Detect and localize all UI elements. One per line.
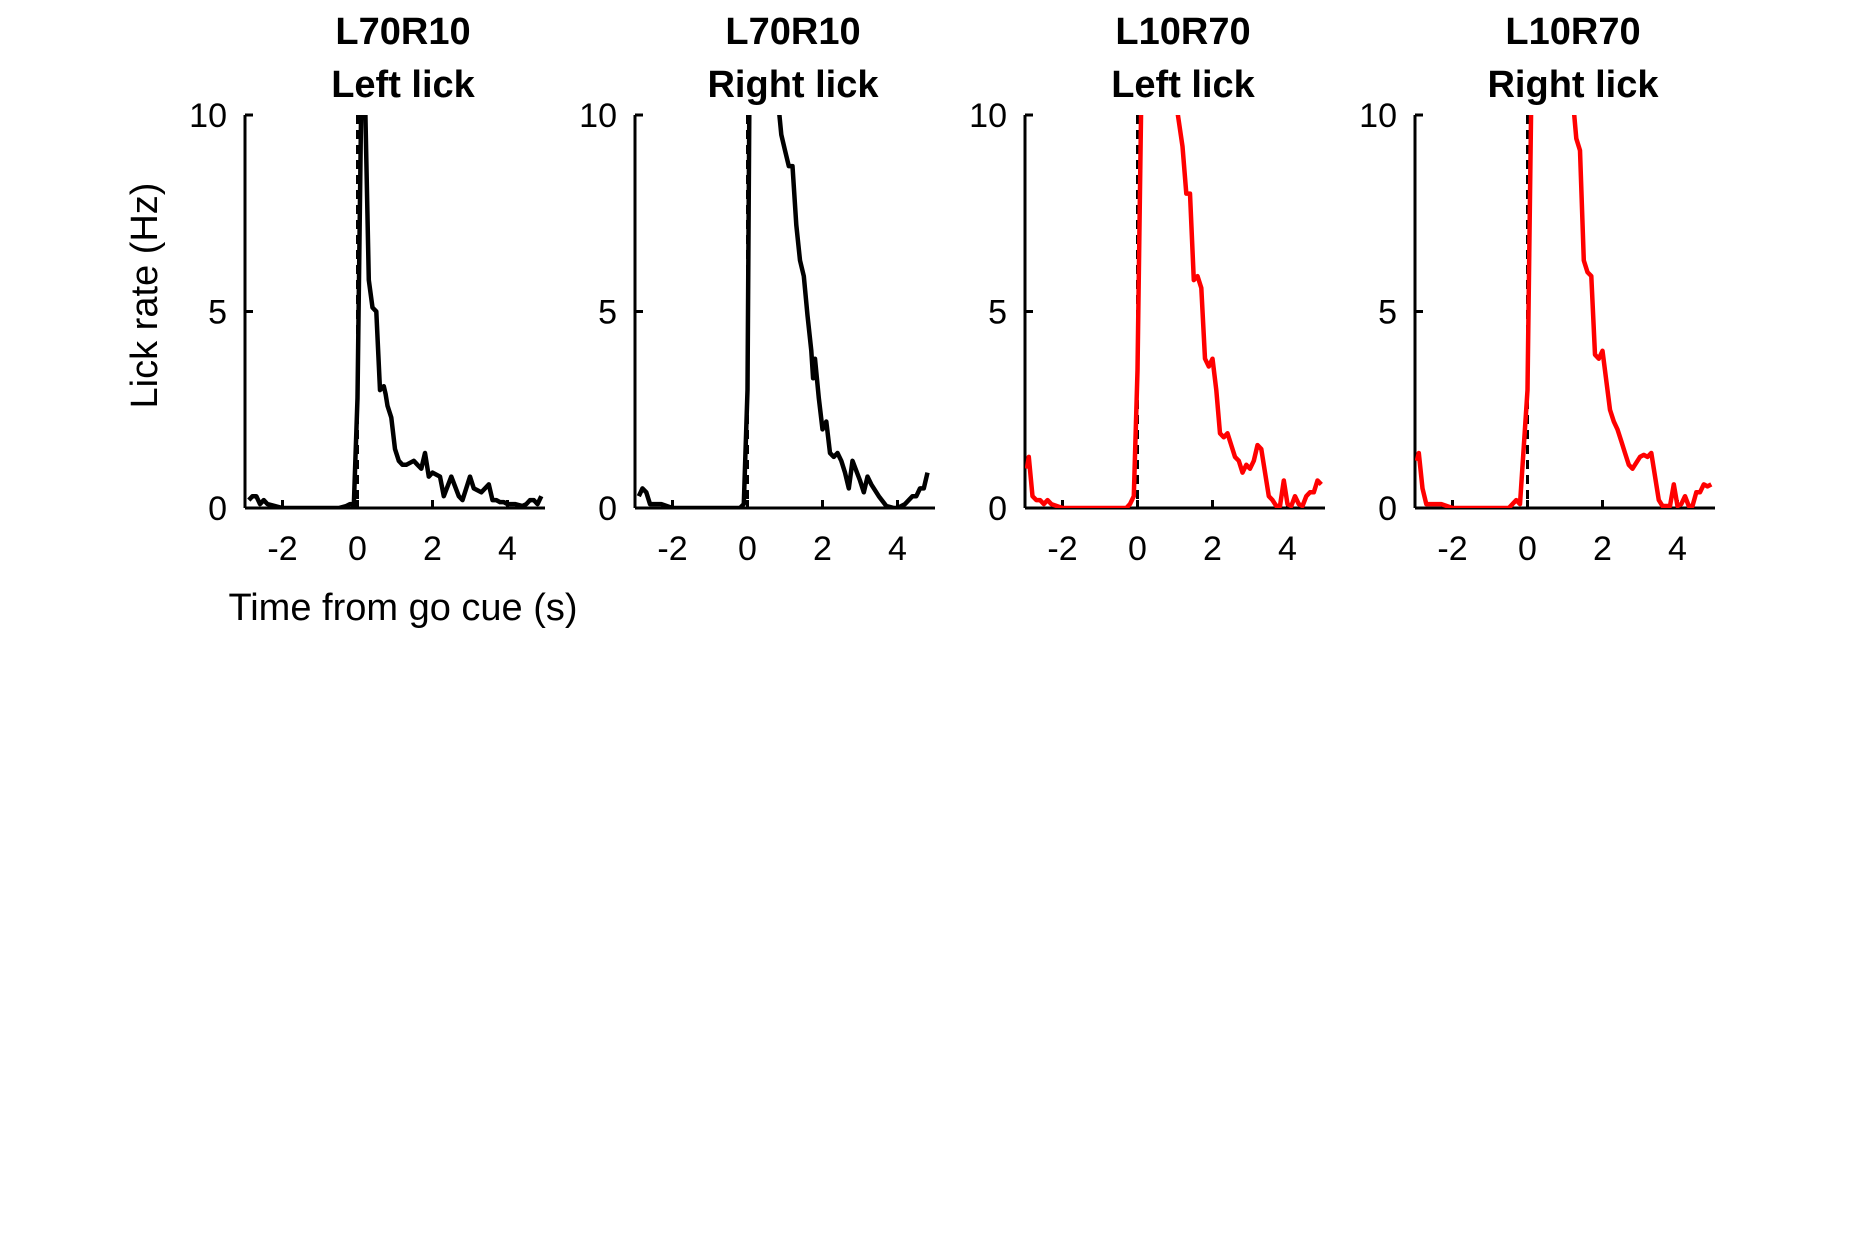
panel-title-line1: L10R70 bbox=[1115, 11, 1250, 53]
y-tick-label: 0 bbox=[1378, 490, 1397, 528]
x-tick-label: 0 bbox=[738, 530, 757, 568]
x-tick-label: 4 bbox=[1278, 530, 1297, 568]
x-tick-label: -2 bbox=[1437, 530, 1467, 568]
y-tick-label: 10 bbox=[969, 97, 1007, 135]
lick-rate-line bbox=[247, 115, 544, 508]
lick-rate-line bbox=[1415, 115, 1713, 508]
panel-4: L10R70 Right lick 0 5 10 -2 0 2 4 bbox=[1359, 11, 1715, 568]
panel-2: L70R10 Right lick 0 5 10 -2 0 2 4 bbox=[579, 11, 935, 568]
x-tick-label: -2 bbox=[267, 530, 297, 568]
lick-rate-line bbox=[1025, 115, 1323, 508]
x-tick-label: 4 bbox=[498, 530, 517, 568]
panel-title-line2: Right lick bbox=[1487, 64, 1659, 106]
x-tick-label: 2 bbox=[1203, 530, 1222, 568]
y-tick-label: 0 bbox=[598, 490, 617, 528]
x-tick-label: 4 bbox=[888, 530, 907, 568]
panel-title-line2: Left lick bbox=[1111, 64, 1255, 106]
y-tick-label: 0 bbox=[208, 490, 227, 528]
lick-rate-line bbox=[636, 115, 930, 508]
x-tick-label: 0 bbox=[348, 530, 367, 568]
panel-title-line1: L70R10 bbox=[335, 11, 470, 53]
x-tick-label: 0 bbox=[1128, 530, 1147, 568]
x-tick-label: 2 bbox=[423, 530, 442, 568]
x-tick-label: -2 bbox=[1047, 530, 1077, 568]
panel-title-line2: Right lick bbox=[707, 64, 879, 106]
y-axis-label: Lick rate (Hz) bbox=[124, 183, 166, 409]
x-tick-label: 0 bbox=[1518, 530, 1537, 568]
y-tick-label: 5 bbox=[208, 294, 227, 332]
y-tick-label: 5 bbox=[1378, 294, 1397, 332]
panel-1: L70R10 Left lick 0 5 10 -2 0 2 4 Lick rate (Hz) Ti… bbox=[124, 11, 578, 629]
y-tick-label: 10 bbox=[579, 97, 617, 135]
panel-3: L10R70 Left lick 0 5 10 -2 0 2 4 bbox=[969, 11, 1325, 568]
x-tick-label: 2 bbox=[1593, 530, 1612, 568]
y-tick-label: 5 bbox=[598, 294, 617, 332]
x-tick-label: -2 bbox=[657, 530, 687, 568]
y-tick-label: 0 bbox=[988, 490, 1007, 528]
panel-title-line1: L70R10 bbox=[725, 11, 860, 53]
x-tick-label: 2 bbox=[813, 530, 832, 568]
panel-title-line1: L10R70 bbox=[1505, 11, 1640, 53]
panel-title-line2: Left lick bbox=[331, 64, 475, 106]
x-axis-label: Time from go cue (s) bbox=[228, 587, 577, 629]
y-tick-label: 10 bbox=[1359, 97, 1397, 135]
y-tick-label: 10 bbox=[189, 97, 227, 135]
x-tick-label: 4 bbox=[1668, 530, 1687, 568]
y-tick-label: 5 bbox=[988, 294, 1007, 332]
